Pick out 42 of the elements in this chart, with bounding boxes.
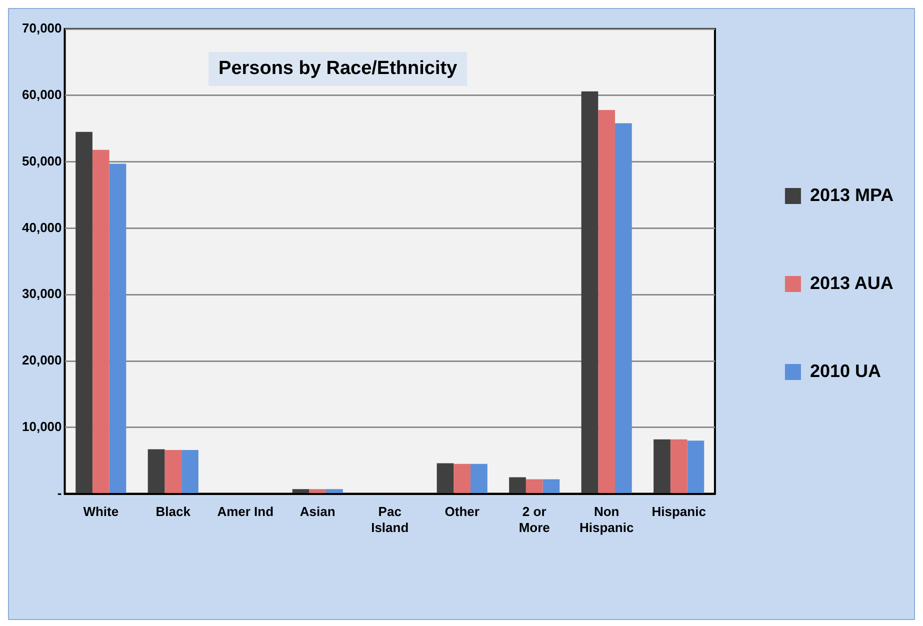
bar (109, 164, 126, 494)
bar (687, 440, 704, 494)
bar (615, 123, 632, 494)
x-tick-label: Asian (300, 504, 336, 520)
y-tick-label: 10,000 (22, 418, 62, 434)
bar (436, 463, 454, 494)
legend-label: 2013 MPA (810, 184, 894, 205)
bar (670, 439, 688, 494)
bar (92, 150, 110, 494)
x-tick-label: Amer Ind (217, 504, 274, 520)
x-tick-label: Non Hispanic (580, 504, 634, 535)
y-tick-label: 60,000 (22, 86, 62, 102)
bar (509, 477, 526, 494)
bar (470, 464, 488, 494)
y-tick-label: 20,000 (22, 352, 62, 368)
bar (326, 489, 343, 494)
bar (654, 439, 670, 494)
x-tick-label: Pac Island (371, 504, 409, 535)
legend-label: 2013 AUA (810, 272, 894, 293)
bar (454, 464, 471, 494)
bar (598, 110, 616, 494)
bar (182, 450, 198, 494)
bar (542, 479, 560, 494)
bar (76, 132, 92, 494)
x-tick-label: Hispanic (652, 504, 706, 520)
bar (581, 91, 598, 494)
y-tick-label: 40,000 (22, 220, 62, 235)
bar (148, 449, 165, 494)
bar (309, 489, 326, 494)
bar (292, 489, 310, 494)
y-tick-label: 30,000 (22, 286, 62, 302)
x-tick-label: White (83, 504, 119, 520)
text: Persons by Race/Ethnicity (218, 58, 458, 80)
x-tick-label: 2 or More (518, 504, 550, 535)
x-tick-label: Black (156, 504, 192, 520)
legend-label: 2010 UA (810, 360, 882, 381)
y-tick-label: 70,000 (22, 20, 62, 36)
bar (526, 479, 543, 494)
x-tick-label: Other (444, 504, 480, 520)
y-tick-label: - (57, 485, 62, 500)
bar (164, 450, 182, 494)
y-tick-label: 50,000 (22, 153, 62, 168)
